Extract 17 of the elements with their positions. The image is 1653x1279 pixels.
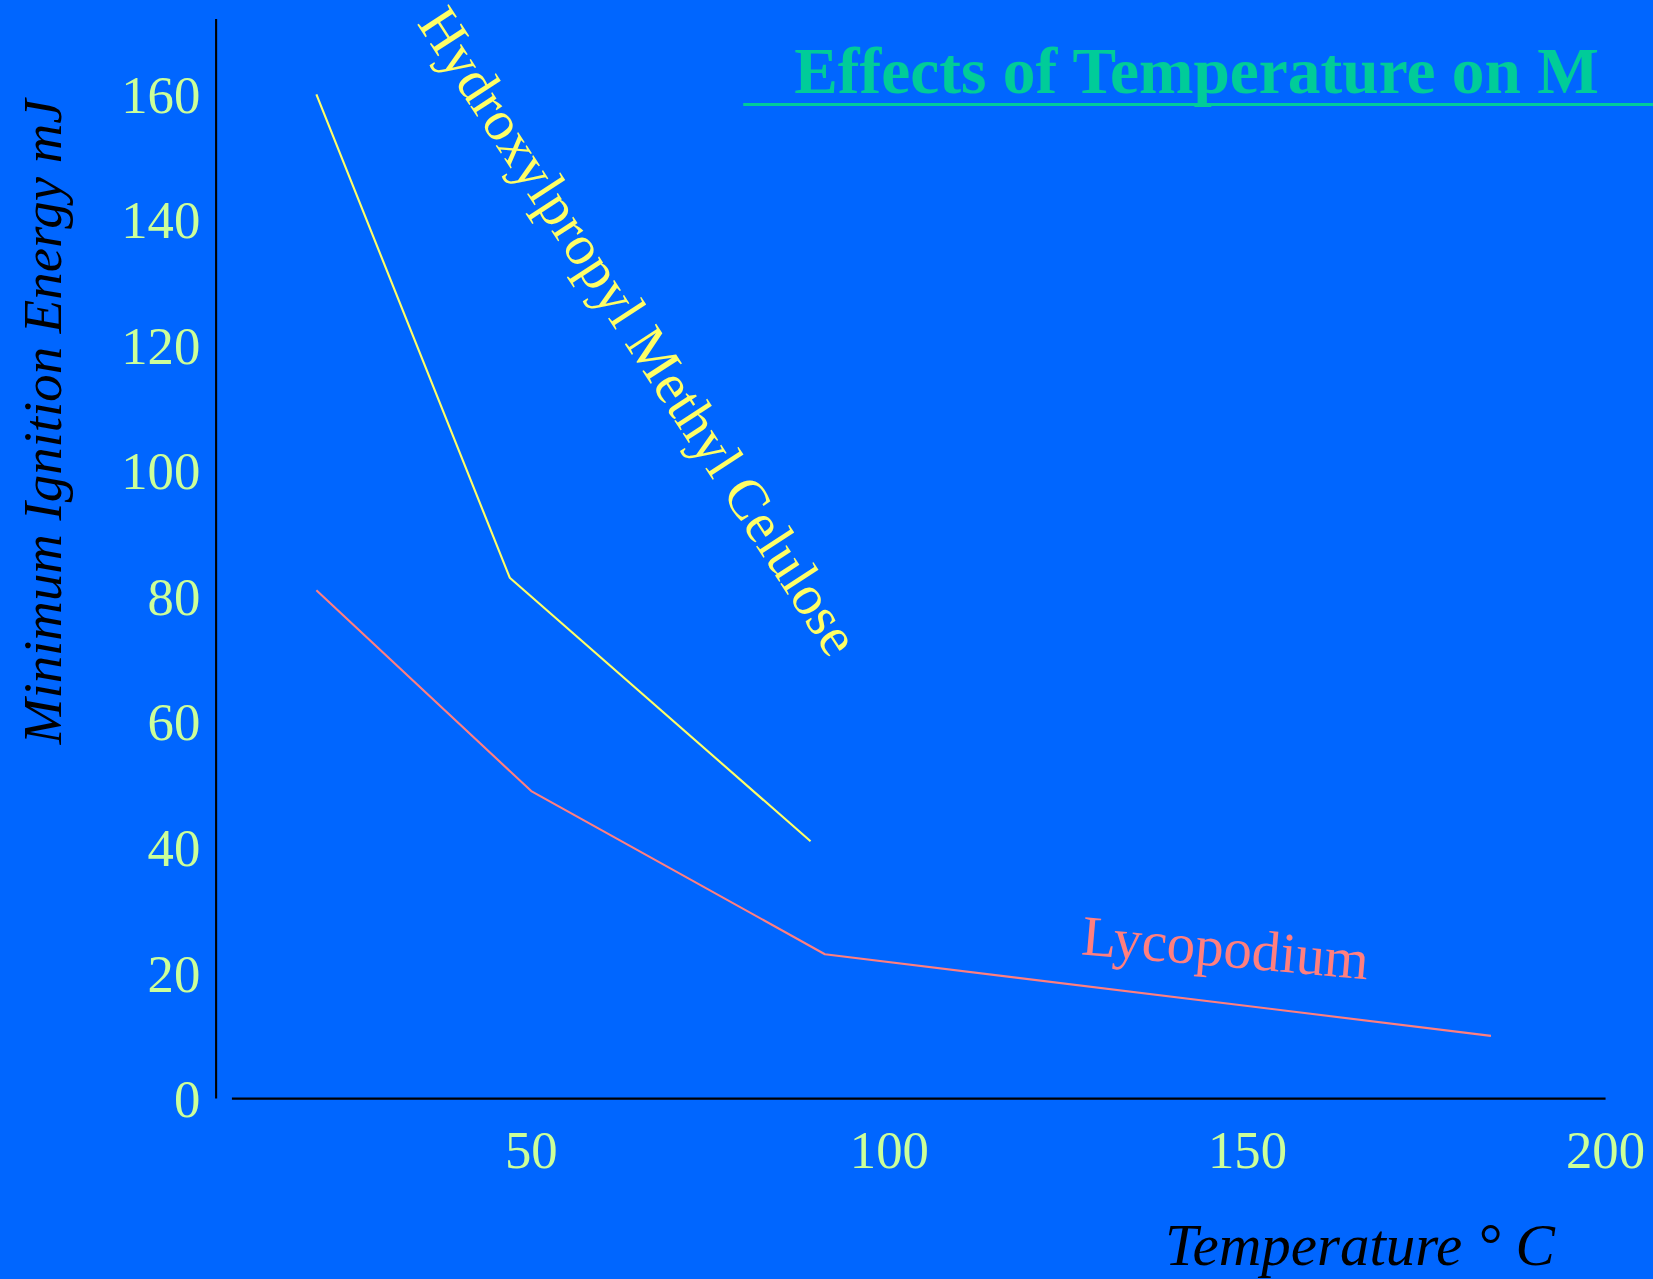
y-axis-title: Minimum Ignition Energy mJ — [12, 96, 74, 746]
y-tick-label: 20 — [147, 944, 201, 1003]
y-tick-label: 100 — [121, 442, 201, 501]
y-tick-label: 120 — [121, 316, 201, 375]
x-axis-title: Temperature ° C — [1165, 1212, 1556, 1279]
y-tick-label: 80 — [147, 567, 201, 626]
x-tick-label: 50 — [504, 1121, 558, 1180]
x-tick-label: 100 — [849, 1121, 929, 1180]
chart-title: Effects of Temperature on M — [794, 34, 1599, 107]
y-tick-label: 160 — [121, 65, 201, 124]
x-tick-label: 150 — [1207, 1121, 1287, 1180]
y-tick-label: 60 — [147, 693, 201, 752]
y-tick-label: 0 — [173, 1070, 201, 1129]
y-tick-label: 140 — [121, 191, 201, 250]
x-tick-label: 200 — [1566, 1121, 1646, 1180]
y-tick-label: 40 — [147, 819, 201, 878]
series-label: Lycopodium — [1079, 903, 1372, 992]
